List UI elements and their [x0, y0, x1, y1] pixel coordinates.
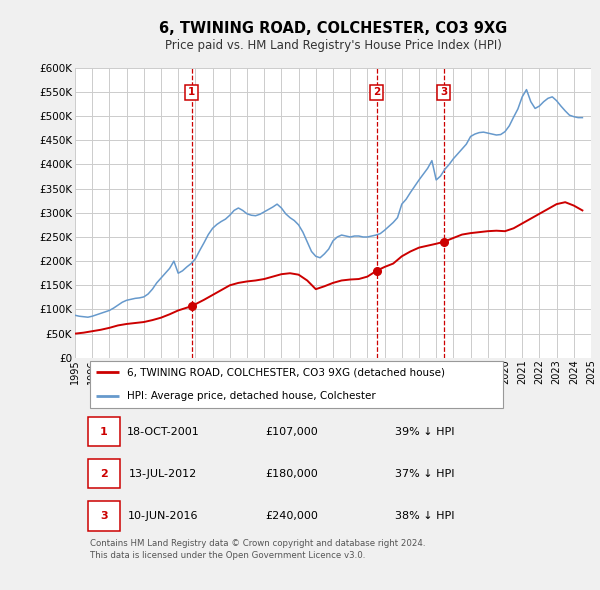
- Text: HPI: Average price, detached house, Colchester: HPI: Average price, detached house, Colc…: [127, 391, 376, 401]
- Text: £180,000: £180,000: [265, 469, 318, 478]
- Text: Contains HM Land Registry data © Crown copyright and database right 2024.
This d: Contains HM Land Registry data © Crown c…: [91, 539, 426, 560]
- FancyBboxPatch shape: [88, 501, 120, 530]
- Text: 6, TWINING ROAD, COLCHESTER, CO3 9XG (detached house): 6, TWINING ROAD, COLCHESTER, CO3 9XG (de…: [127, 368, 445, 378]
- Text: 6, TWINING ROAD, COLCHESTER, CO3 9XG: 6, TWINING ROAD, COLCHESTER, CO3 9XG: [159, 21, 507, 36]
- Text: 3: 3: [100, 511, 108, 521]
- Text: 38% ↓ HPI: 38% ↓ HPI: [395, 511, 454, 521]
- Text: 3: 3: [440, 87, 448, 97]
- Text: 18-OCT-2001: 18-OCT-2001: [127, 427, 199, 437]
- Text: 10-JUN-2016: 10-JUN-2016: [127, 511, 198, 521]
- Text: £107,000: £107,000: [265, 427, 318, 437]
- Text: 1: 1: [100, 427, 108, 437]
- Text: 2: 2: [100, 469, 108, 478]
- Text: 1: 1: [188, 87, 196, 97]
- Text: 37% ↓ HPI: 37% ↓ HPI: [395, 469, 454, 478]
- FancyBboxPatch shape: [88, 417, 120, 447]
- FancyBboxPatch shape: [91, 361, 503, 408]
- Text: Price paid vs. HM Land Registry's House Price Index (HPI): Price paid vs. HM Land Registry's House …: [164, 39, 502, 52]
- Text: 13-JUL-2012: 13-JUL-2012: [128, 469, 197, 478]
- Text: 2: 2: [373, 87, 380, 97]
- FancyBboxPatch shape: [88, 459, 120, 489]
- Text: 39% ↓ HPI: 39% ↓ HPI: [395, 427, 454, 437]
- Text: £240,000: £240,000: [265, 511, 318, 521]
